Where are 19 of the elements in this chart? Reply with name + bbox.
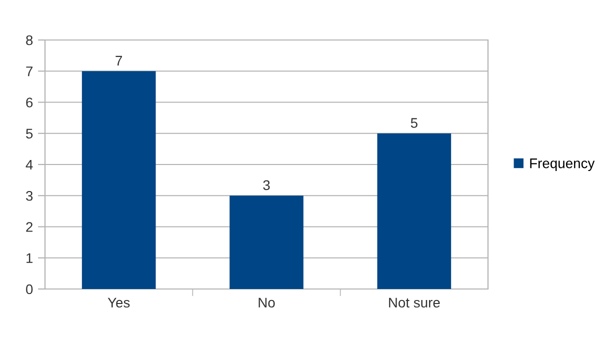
bar <box>230 196 304 289</box>
data-label: 7 <box>116 56 122 66</box>
x-tick-label: Yes <box>108 298 130 308</box>
y-tick-label: 5 <box>26 128 33 139</box>
y-tick-label: 8 <box>26 35 33 46</box>
x-tick-label: Not sure <box>389 298 440 308</box>
data-label: 5 <box>410 118 418 128</box>
y-tick-label: 2 <box>26 222 32 232</box>
legend-label: Frequency <box>530 158 595 171</box>
y-tick-label: 0 <box>26 284 33 294</box>
bar <box>82 71 156 289</box>
y-tick-label: 7 <box>26 66 32 76</box>
y-tick-label: 1 <box>26 253 33 263</box>
y-tick-label: 4 <box>26 160 33 170</box>
y-tick-label: 3 <box>26 190 33 201</box>
data-label: 3 <box>263 180 270 190</box>
y-tick-label: 6 <box>26 98 33 108</box>
bar <box>377 133 452 289</box>
x-tick-label: No <box>258 298 275 308</box>
